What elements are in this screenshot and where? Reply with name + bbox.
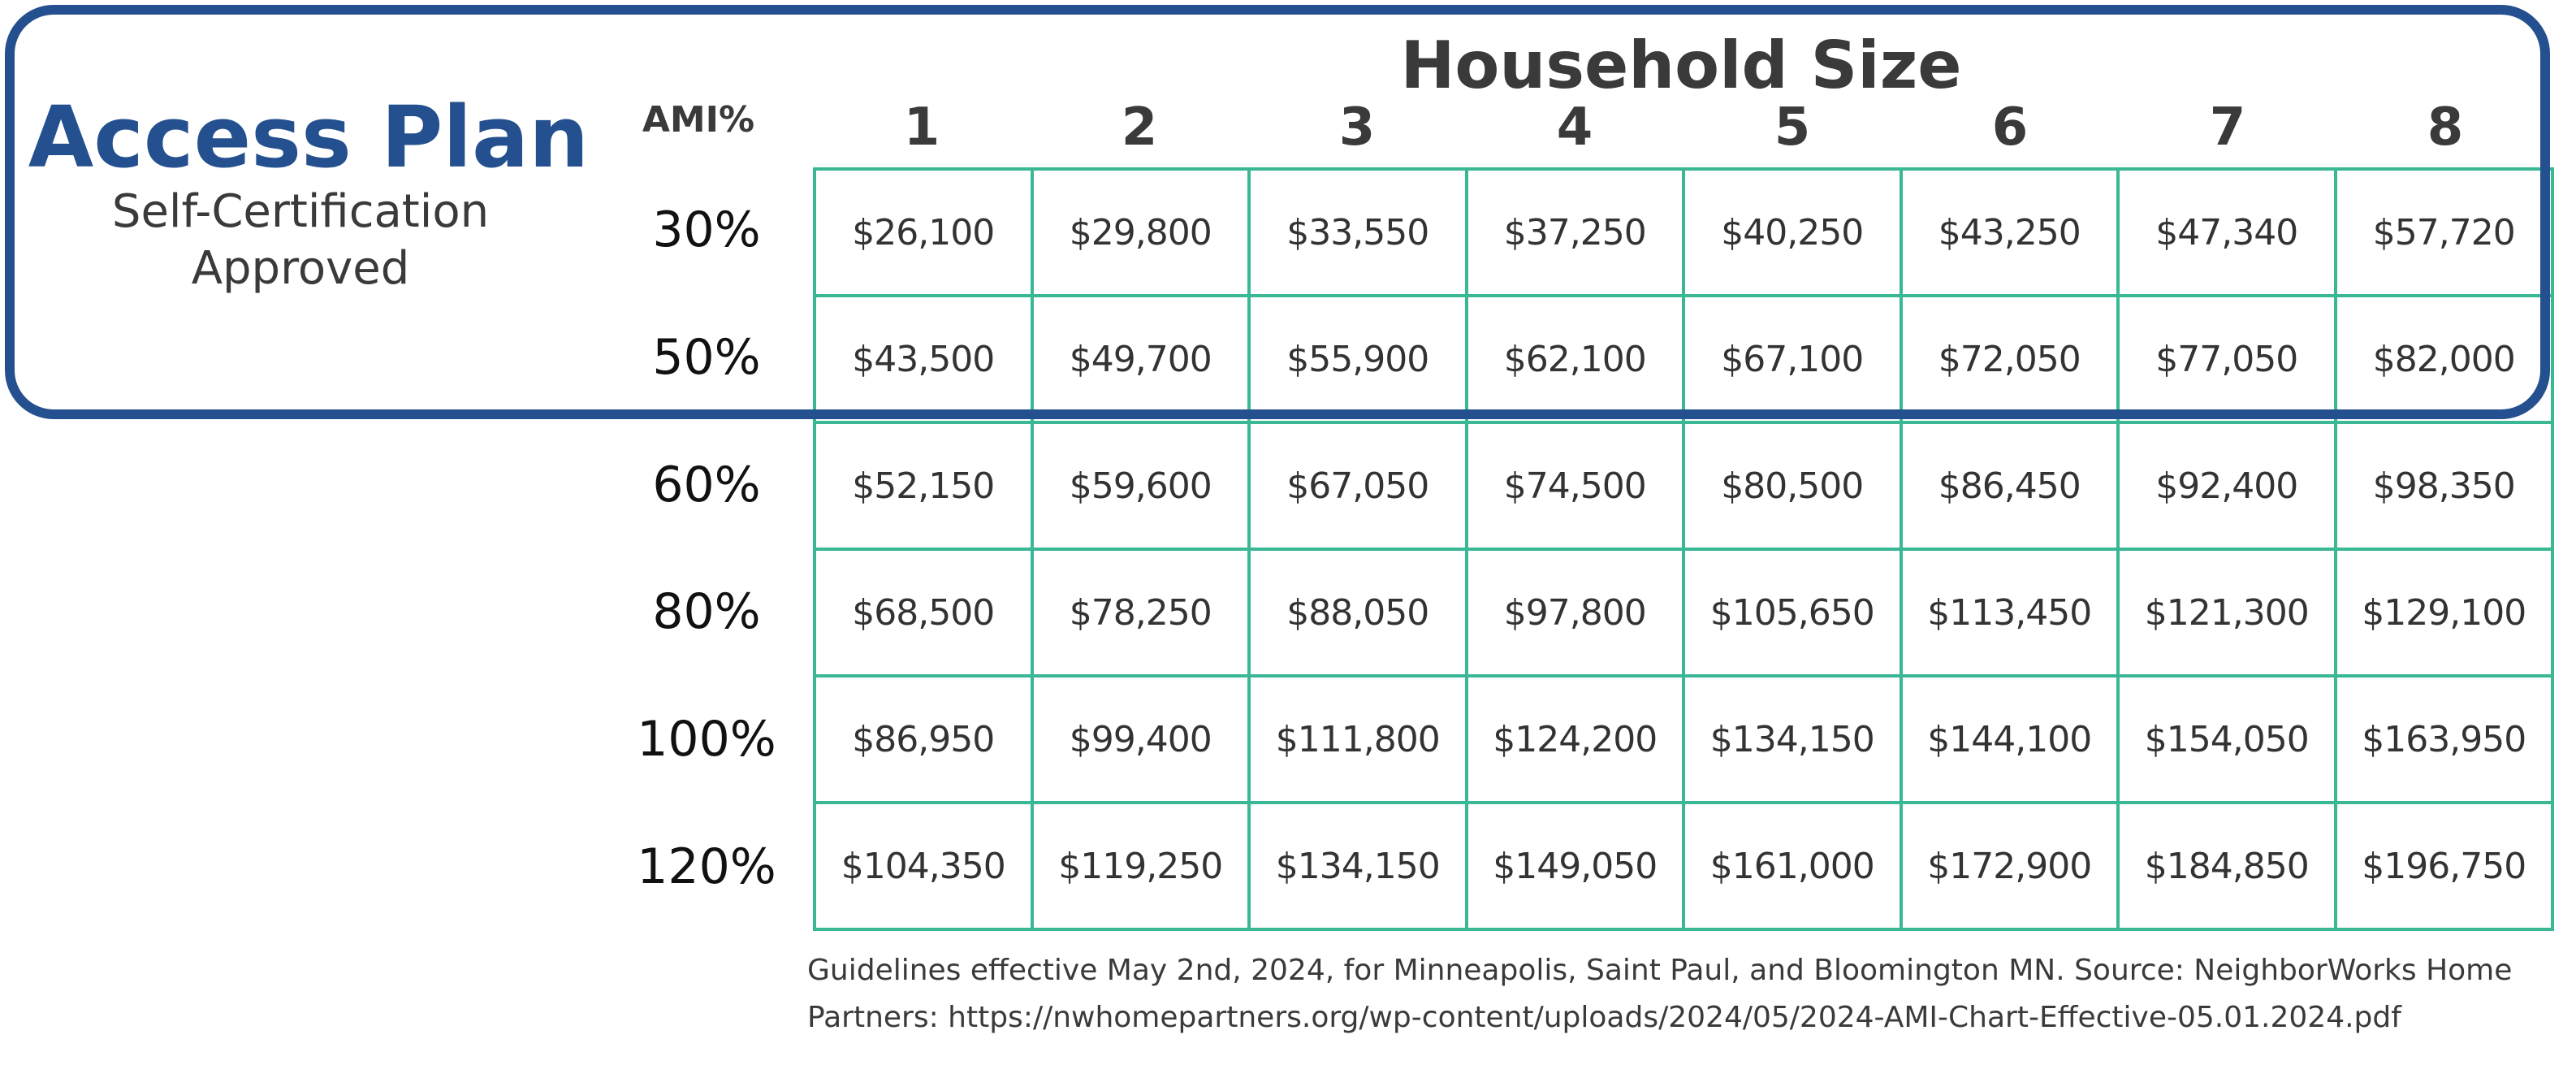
- income-cell: $43,500: [816, 297, 1034, 424]
- income-cell: $172,900: [1902, 804, 2120, 931]
- column-header-7: 7: [2209, 97, 2246, 158]
- income-cell: $72,050: [1902, 297, 2120, 424]
- income-cell: $104,350: [816, 804, 1034, 931]
- income-cell: $33,550: [1251, 171, 1468, 297]
- income-cell: $92,400: [2120, 424, 2337, 551]
- income-cell: $86,450: [1902, 424, 2120, 551]
- income-cell: $67,050: [1251, 424, 1468, 551]
- row-label-ami: 100%: [637, 711, 776, 768]
- plan-subtitle-line2: Approved: [191, 242, 410, 295]
- row-label-ami: 30%: [652, 201, 761, 259]
- income-cell: $161,000: [1685, 804, 1903, 931]
- income-cell: $82,000: [2336, 297, 2554, 424]
- income-cell: $37,250: [1467, 171, 1685, 297]
- table-title: Household Size: [1400, 28, 1962, 103]
- income-cell: $97,800: [1467, 551, 1685, 678]
- income-cell: $129,100: [2336, 551, 2554, 678]
- income-cell: $26,100: [816, 171, 1034, 297]
- plan-subtitle-line1: Self-Certification: [111, 185, 490, 238]
- income-cell: $67,100: [1685, 297, 1903, 424]
- income-cell: $80,500: [1685, 424, 1903, 551]
- income-cell: $163,950: [2336, 678, 2554, 804]
- column-header-1: 1: [903, 97, 940, 158]
- column-header-4: 4: [1556, 97, 1593, 158]
- row-label-ami: 80%: [652, 583, 761, 641]
- income-cell: $113,450: [1902, 551, 2120, 678]
- income-cell: $134,150: [1685, 678, 1903, 804]
- income-cell: $86,950: [816, 678, 1034, 804]
- income-cell: $105,650: [1685, 551, 1903, 678]
- income-cell: $119,250: [1033, 804, 1251, 931]
- income-cell: $78,250: [1033, 551, 1251, 678]
- income-cell: $43,250: [1902, 171, 2120, 297]
- income-cell: $59,600: [1033, 424, 1251, 551]
- column-header-6: 6: [1991, 97, 2029, 158]
- income-cell: $74,500: [1467, 424, 1685, 551]
- source-footnote: Guidelines effective May 2nd, 2024, for …: [807, 947, 2545, 1041]
- income-cell: $134,150: [1251, 804, 1468, 931]
- income-cell: $57,720: [2336, 171, 2554, 297]
- income-cell: $62,100: [1467, 297, 1685, 424]
- income-cell: $52,150: [816, 424, 1034, 551]
- income-cell: $68,500: [816, 551, 1034, 678]
- income-cell: $55,900: [1251, 297, 1468, 424]
- row-label-ami: 50%: [652, 329, 761, 386]
- footnote-line1: Guidelines effective May 2nd, 2024, for …: [807, 954, 2513, 987]
- income-cell: $99,400: [1033, 678, 1251, 804]
- income-cell: $124,200: [1467, 678, 1685, 804]
- income-cell: $49,700: [1033, 297, 1251, 424]
- row-label-ami: 120%: [637, 838, 776, 895]
- income-cell: $29,800: [1033, 171, 1251, 297]
- column-header-3: 3: [1338, 97, 1376, 158]
- income-cell: $111,800: [1251, 678, 1468, 804]
- row-label-ami: 60%: [652, 456, 761, 513]
- income-cell: $144,100: [1902, 678, 2120, 804]
- column-header-2: 2: [1121, 97, 1158, 158]
- income-cell: $149,050: [1467, 804, 1685, 931]
- income-cell: $196,750: [2336, 804, 2554, 931]
- income-cell: $154,050: [2120, 678, 2337, 804]
- column-header-5: 5: [1774, 97, 1811, 158]
- plan-title: Access Plan: [28, 88, 590, 187]
- income-cell: $184,850: [2120, 804, 2337, 931]
- income-cell: $77,050: [2120, 297, 2337, 424]
- income-cell: $47,340: [2120, 171, 2337, 297]
- column-header-8: 8: [2427, 97, 2464, 158]
- income-cell: $98,350: [2336, 424, 2554, 551]
- income-cell: $40,250: [1685, 171, 1903, 297]
- footnote-line2: Partners: https://nwhomepartners.org/wp-…: [807, 1001, 2401, 1034]
- income-cell: $121,300: [2120, 551, 2337, 678]
- income-table-grid: $26,100 $29,800 $33,550 $37,250 $40,250 $43,2…: [813, 167, 2554, 931]
- ami-column-header: AMI%: [642, 99, 755, 141]
- income-cell: $88,050: [1251, 551, 1468, 678]
